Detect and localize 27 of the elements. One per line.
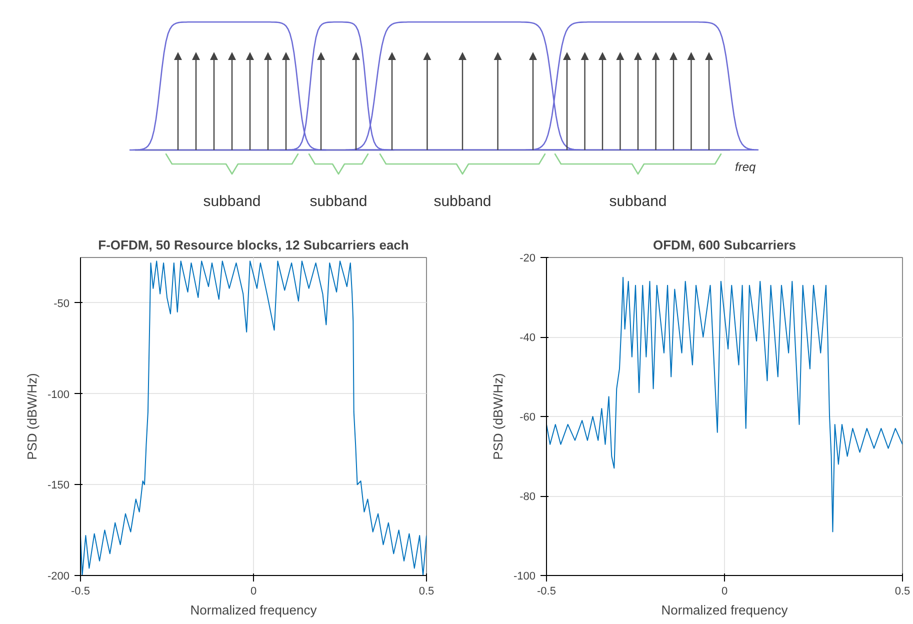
- text: subband: [434, 192, 492, 210]
- x-tick-label: 0: [250, 586, 257, 598]
- y-axis-title: PSD (dBW/Hz): [24, 373, 40, 460]
- y-tick-label: -100: [47, 388, 70, 401]
- x-tick-label: 0: [721, 586, 728, 598]
- text: subband: [609, 192, 667, 210]
- chart-title: OFDM, 600 Subcarriers: [652, 238, 796, 252]
- text: freq: [735, 160, 756, 174]
- y-tick-label: -50: [54, 298, 70, 310]
- y-tick-label: -80: [520, 491, 536, 503]
- y-axis-title: PSD (dBW/Hz): [490, 373, 506, 460]
- y-tick-label: -60: [520, 412, 536, 424]
- line-series: [546, 276, 902, 532]
- x-tick-label: 0.5: [418, 586, 434, 598]
- y-tick-label: -20: [520, 252, 536, 264]
- y-tick-label: -100: [513, 570, 536, 582]
- chart-title: F-OFDM, 50 Resource blocks, 12 Subcarriers each: [98, 238, 409, 252]
- y-tick-label: -150: [47, 480, 70, 492]
- x-tick-label: -0.5: [71, 586, 90, 598]
- y-tick-label: -40: [520, 332, 536, 344]
- text: subband: [203, 192, 261, 210]
- y-tick-label: -200: [47, 570, 70, 582]
- x-tick-label: -0.5: [537, 586, 556, 598]
- x-axis-title: Normalized frequency: [661, 602, 788, 618]
- text: subband: [310, 192, 368, 210]
- x-tick-label: 0.5: [894, 586, 910, 598]
- x-axis-title: Normalized frequency: [190, 602, 318, 618]
